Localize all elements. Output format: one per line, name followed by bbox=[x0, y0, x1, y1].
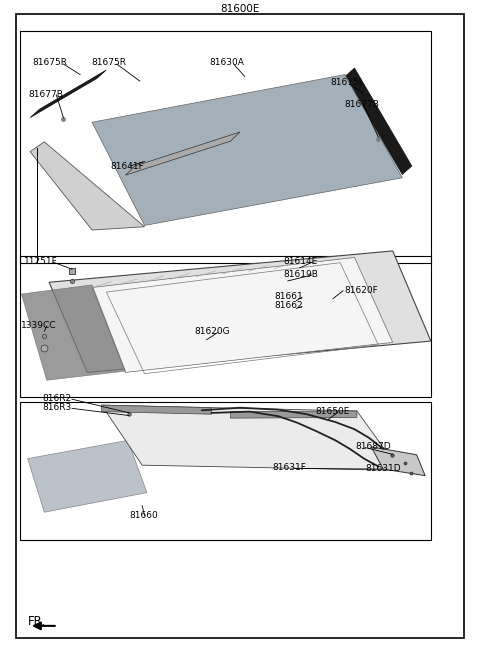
Polygon shape bbox=[28, 440, 147, 512]
Text: 81620F: 81620F bbox=[344, 285, 378, 295]
Text: 816R2: 816R2 bbox=[42, 394, 71, 403]
Text: 81650E: 81650E bbox=[315, 407, 350, 416]
Text: 81675L: 81675L bbox=[331, 78, 364, 87]
Polygon shape bbox=[125, 132, 240, 175]
Polygon shape bbox=[30, 142, 144, 230]
Text: 81631F: 81631F bbox=[273, 463, 306, 472]
Text: 81662: 81662 bbox=[275, 301, 303, 310]
Text: FR.: FR. bbox=[28, 615, 46, 628]
Text: 1339CC: 1339CC bbox=[22, 321, 57, 330]
Text: 81630A: 81630A bbox=[209, 58, 244, 68]
Polygon shape bbox=[230, 411, 357, 418]
Polygon shape bbox=[371, 447, 425, 476]
Text: 81641F: 81641F bbox=[110, 161, 144, 171]
Text: 81614E: 81614E bbox=[283, 257, 317, 266]
Text: 81675R: 81675R bbox=[33, 58, 67, 68]
Polygon shape bbox=[22, 285, 125, 380]
Polygon shape bbox=[102, 405, 211, 414]
Text: 81677B: 81677B bbox=[29, 90, 63, 98]
Text: 81619B: 81619B bbox=[283, 270, 318, 279]
Polygon shape bbox=[49, 251, 431, 373]
Text: 81631D: 81631D bbox=[365, 464, 401, 473]
Polygon shape bbox=[30, 70, 107, 117]
Text: 81620G: 81620G bbox=[195, 327, 230, 337]
Text: 81677B: 81677B bbox=[344, 100, 379, 109]
Text: 81660: 81660 bbox=[129, 511, 158, 520]
Polygon shape bbox=[345, 68, 412, 174]
Text: 81687D: 81687D bbox=[356, 442, 391, 451]
Text: 816R3: 816R3 bbox=[42, 403, 71, 412]
Text: 11251F: 11251F bbox=[24, 257, 58, 266]
Text: 81661: 81661 bbox=[275, 292, 303, 301]
Text: 81600E: 81600E bbox=[220, 4, 260, 14]
Polygon shape bbox=[92, 75, 402, 226]
Polygon shape bbox=[102, 405, 400, 470]
Polygon shape bbox=[92, 257, 393, 373]
Text: 81675R: 81675R bbox=[91, 58, 126, 68]
FancyBboxPatch shape bbox=[16, 14, 464, 638]
